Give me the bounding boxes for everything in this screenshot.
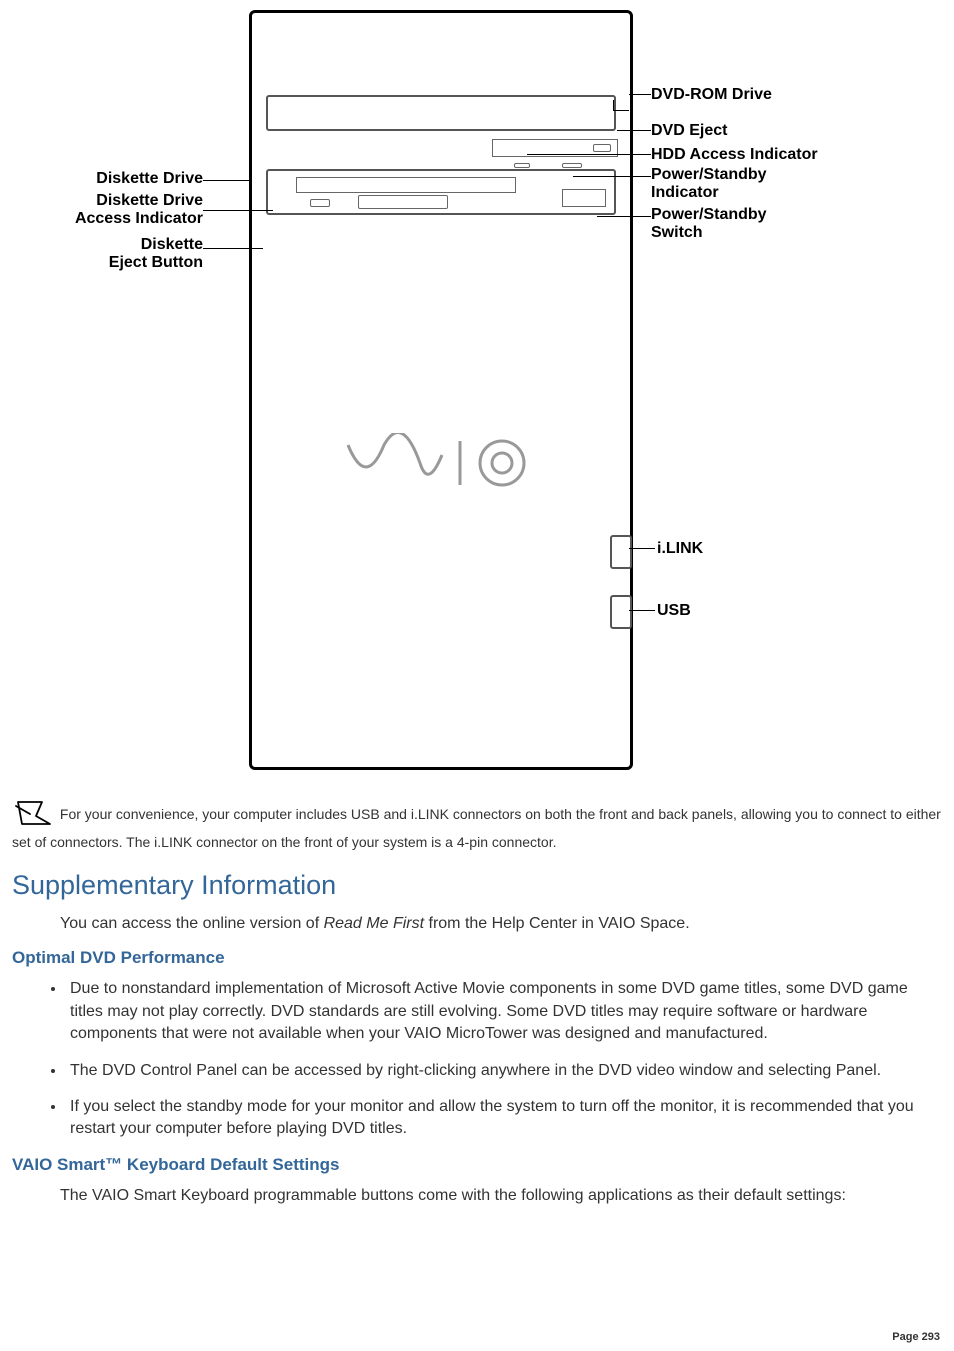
note-paragraph: For your convenience, your computer incl… [12,798,942,852]
label-ilink: i.LINK [657,540,703,558]
intro-post: from the Help Center in VAIO Space. [424,915,690,932]
ilink-port [610,535,632,569]
dvd-bullet-list: Due to nonstandard implementation of Mic… [12,978,942,1140]
hdd-indicator-dot [514,163,530,168]
front-panel-diagram: Diskette Drive Diskette Drive Access Ind… [17,10,937,780]
list-item: If you select the standby mode for your … [66,1096,942,1141]
list-item: The DVD Control Panel can be accessed by… [66,1060,942,1082]
dvd-bay [266,95,616,131]
label-diskette-access: Diskette Drive Access Indicator [37,192,203,229]
trailing-paragraph: The VAIO Smart Keyboard programmable but… [60,1185,942,1207]
label-hdd-access: HDD Access Indicator [651,146,818,164]
label-diskette-drive: Diskette Drive [73,170,203,188]
tower-outline [249,10,633,770]
diskette-bay [266,169,616,215]
list-item: Due to nonstandard implementation of Mic… [66,978,942,1045]
note-icon [12,798,52,833]
section-heading: Supplementary Information [12,870,942,901]
intro-pre: You can access the online version of [60,915,324,932]
note-text: For your convenience, your computer incl… [12,806,941,850]
page-number: Page 293 [892,1331,940,1343]
label-dvd-eject: DVD Eject [651,122,727,140]
subheading-dvd: Optimal DVD Performance [12,948,942,968]
vaio-logo [344,433,544,493]
intro-em: Read Me First [324,915,424,932]
power-indicator-dot [562,163,582,168]
usb-port [610,595,632,629]
label-diskette-eject: Diskette Eject Button [99,236,203,273]
label-usb: USB [657,602,691,620]
subheading-keyboard: VAIO Smart™ Keyboard Default Settings [12,1155,942,1175]
label-power-switch: Power/Standby Switch [651,206,767,243]
label-power-indicator: Power/Standby Indicator [651,166,767,203]
label-dvd-rom: DVD-ROM Drive [651,86,772,104]
intro-paragraph: You can access the online version of Rea… [60,913,942,935]
